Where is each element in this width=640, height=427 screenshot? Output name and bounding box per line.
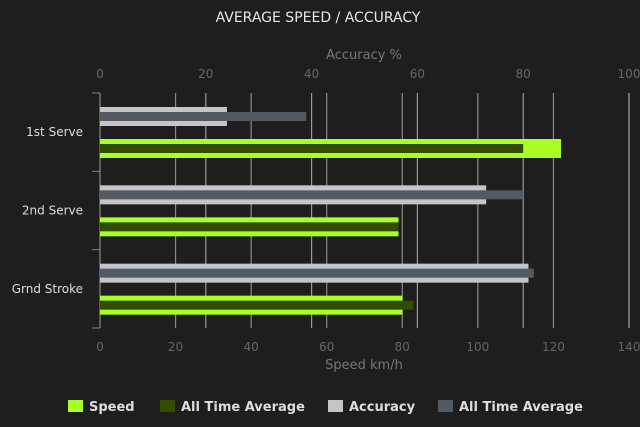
speed-tick-label: 140 bbox=[618, 340, 640, 354]
legend-label: All Time Average bbox=[459, 400, 583, 415]
accuracy-tick-label: 80 bbox=[516, 67, 531, 81]
legend-label: Accuracy bbox=[349, 400, 416, 415]
legend-swatch bbox=[160, 400, 175, 412]
accuracy-axis-label: Accuracy % bbox=[326, 48, 402, 63]
speed-tick-label: 120 bbox=[542, 340, 565, 354]
speed-tick-label: 100 bbox=[466, 340, 489, 354]
bar-accuracy-all-time-average bbox=[100, 190, 524, 200]
bar-speed-all-time-average bbox=[100, 222, 399, 232]
category-label: 1st Serve bbox=[26, 125, 83, 139]
accuracy-tick-label: 20 bbox=[198, 67, 213, 81]
speed-axis-label: Speed km/h bbox=[325, 358, 403, 373]
legend-label: Speed bbox=[89, 400, 135, 415]
legend-swatch bbox=[438, 400, 453, 412]
legend-label: All Time Average bbox=[181, 400, 305, 415]
category-label: Grnd Stroke bbox=[12, 282, 83, 296]
accuracy-tick-label: 0 bbox=[96, 67, 104, 81]
legend-item[interactable]: Accuracy bbox=[328, 400, 416, 415]
accuracy-tick-label: 100 bbox=[618, 67, 640, 81]
bar-accuracy-all-time-average bbox=[100, 112, 307, 121]
legend-swatch bbox=[68, 400, 83, 412]
bar-accuracy-all-time-average bbox=[100, 268, 534, 278]
bar-speed-all-time-average bbox=[100, 300, 414, 310]
legend-item[interactable]: Speed bbox=[68, 400, 135, 415]
chart-title: AVERAGE SPEED / ACCURACY bbox=[216, 10, 421, 26]
category-label: 2nd Serve bbox=[22, 204, 83, 218]
bar-speed-all-time-average bbox=[100, 144, 524, 153]
speed-tick-label: 20 bbox=[168, 340, 183, 354]
legend-item[interactable]: All Time Average bbox=[160, 400, 305, 415]
speed-tick-label: 80 bbox=[395, 340, 410, 354]
speed-tick-label: 60 bbox=[319, 340, 334, 354]
accuracy-tick-label: 60 bbox=[410, 67, 425, 81]
legend-item[interactable]: All Time Average bbox=[438, 400, 583, 415]
speed-tick-label: 0 bbox=[96, 340, 104, 354]
accuracy-tick-label: 40 bbox=[304, 67, 319, 81]
speed-tick-label: 40 bbox=[244, 340, 259, 354]
legend-swatch bbox=[328, 400, 343, 412]
